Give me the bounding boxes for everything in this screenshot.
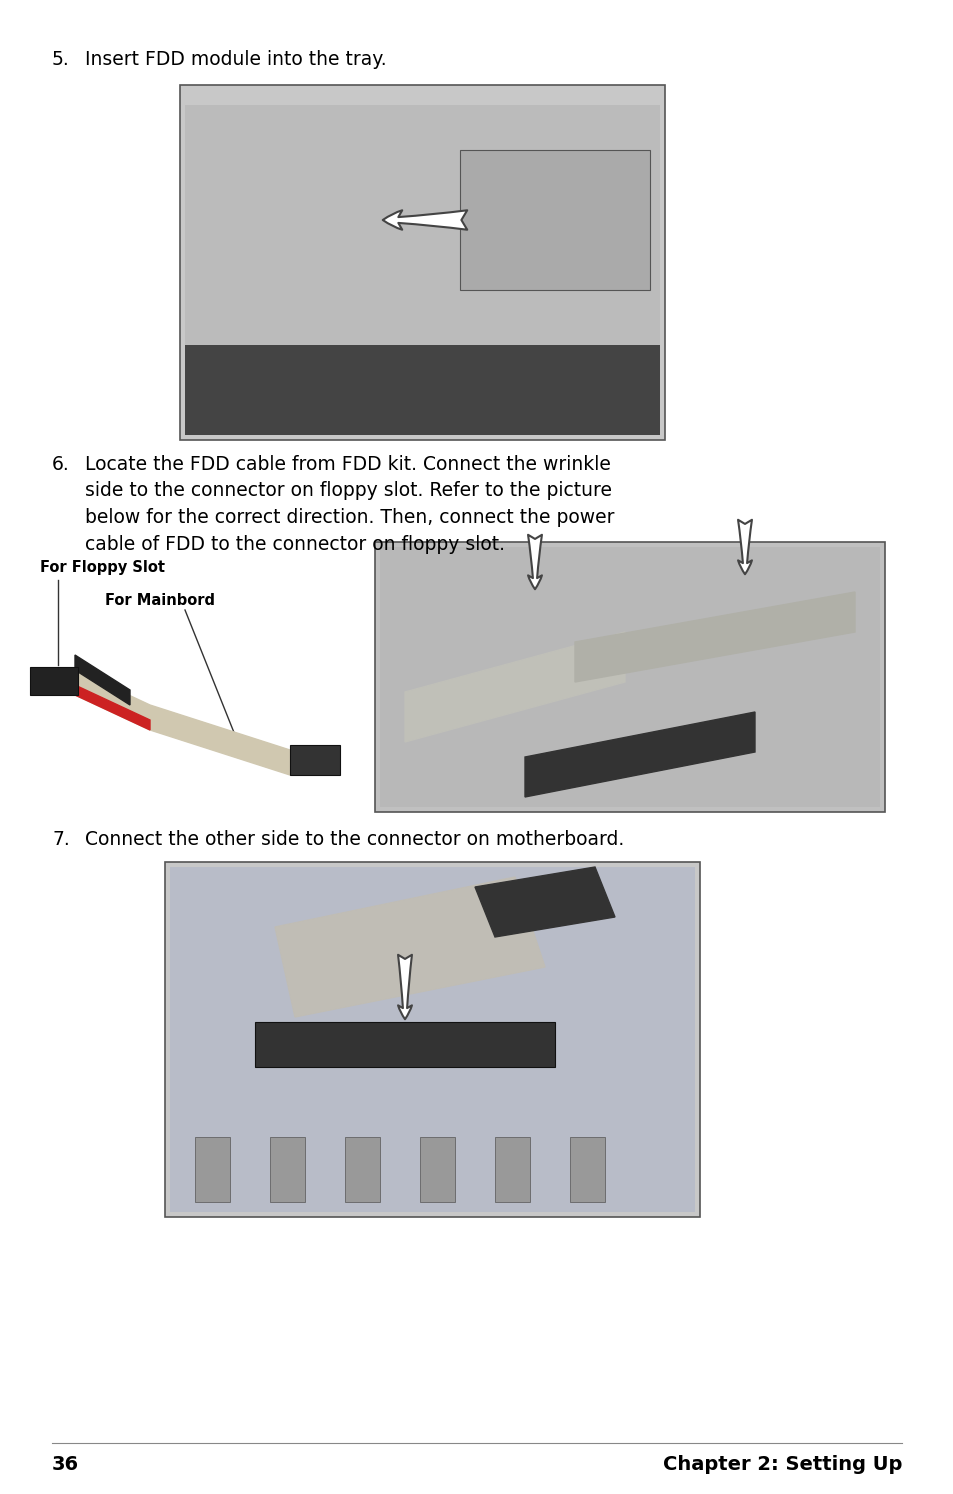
Bar [375,542,884,813]
Text: For Floppy Slot: For Floppy Slot [40,560,165,575]
Polygon shape [524,713,754,796]
Bar [270,1137,305,1203]
Text: For Mainbord: For Mainbord [105,593,214,608]
Bar [459,149,649,290]
Bar [419,1137,455,1203]
Bar [185,105,659,345]
Text: 7.: 7. [52,831,70,849]
Bar [254,1022,555,1067]
Text: 5.: 5. [52,49,70,69]
Polygon shape [75,654,130,705]
Polygon shape [475,867,615,937]
Polygon shape [274,877,544,1017]
Text: Insert FDD module into the tray.: Insert FDD module into the tray. [85,49,386,69]
Bar [569,1137,604,1203]
Polygon shape [75,686,150,731]
Bar [495,1137,530,1203]
Polygon shape [405,632,624,743]
Bar [185,345,659,435]
Text: Chapter 2: Setting Up: Chapter 2: Setting Up [662,1455,901,1475]
Text: Connect the other side to the connector on motherboard.: Connect the other side to the connector … [85,831,623,849]
Text: 6.: 6. [52,456,70,474]
Bar [170,867,695,1212]
Bar [345,1137,379,1203]
Bar [165,862,700,1218]
Text: Locate the FDD cable from FDD kit. Connect the wrinkle: Locate the FDD cable from FDD kit. Conne… [85,456,610,474]
Bar [180,85,664,441]
Bar [30,666,78,695]
Polygon shape [35,669,339,775]
Text: below for the correct direction. Then, connect the power: below for the correct direction. Then, c… [85,508,614,527]
Bar [194,1137,230,1203]
Text: side to the connector on floppy slot. Refer to the picture: side to the connector on floppy slot. Re… [85,481,612,500]
Polygon shape [575,592,854,681]
Text: cable of FDD to the connector on floppy slot.: cable of FDD to the connector on floppy … [85,535,504,553]
Text: 36: 36 [52,1455,79,1475]
Bar [290,746,339,775]
Bar [379,547,879,807]
